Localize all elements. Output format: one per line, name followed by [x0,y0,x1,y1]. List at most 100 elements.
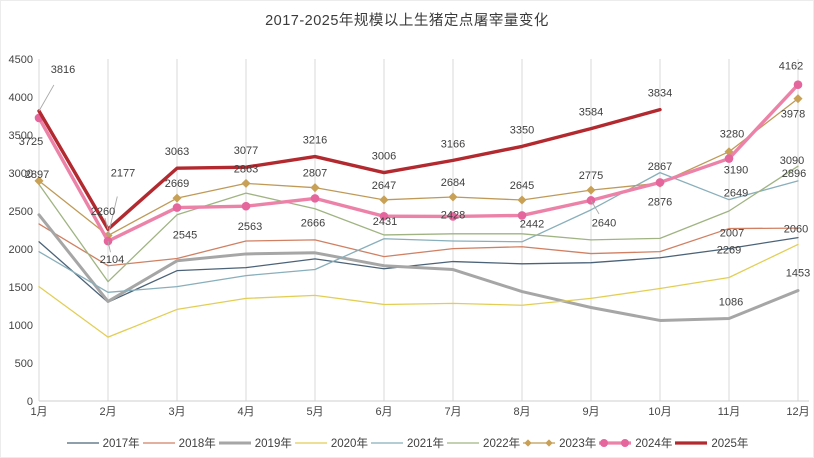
data-label-2024年-1月: 3725 [19,136,43,148]
data-label-2024年-4月: 2563 [238,221,262,233]
marker-circle-2024年-12月 [793,80,803,89]
data-label-2023年-8月: 2645 [510,180,534,192]
series-line-2017年 [38,236,799,303]
series-line-2025年 [37,107,662,231]
y-tick-label: 1000 [9,320,33,332]
x-tick-label: 12月 [786,406,809,418]
data-label-2023年-5月: 2807 [303,168,327,180]
data-label-2025年-10月: 3834 [648,88,672,100]
y-tick-label: 1500 [9,282,33,294]
legend-label-2025年: 2025年 [711,438,749,450]
marker-circle-2024年-5月 [310,194,320,203]
data-label-2023年-12月: 3978 [781,109,805,121]
legend-label-2023年: 2023年 [559,438,597,450]
marker-circle-2024年-6月 [379,211,389,221]
x-tick-label: 8月 [513,406,530,418]
marker-circle-2024年-7月 [448,212,458,221]
y-tick-label: 4500 [9,54,33,66]
x-tick-label: 2月 [99,406,116,418]
legend-label-2024年: 2024年 [635,438,673,450]
legend-item-2023年: 2023年 [522,435,596,451]
legend-label-2019年: 2019年 [254,438,292,450]
legend-item-2018年: 2018年 [142,435,216,451]
y-tick-label: 3000 [9,168,33,180]
data-label-2023年-10月: 2867 [648,161,672,173]
legend-swatch-2018年 [142,442,175,444]
legend-item-2021年: 2021年 [370,435,444,451]
marker-diamond-2023年-8月 [517,195,527,205]
x-tick-label: 1月 [30,406,47,418]
legend-item-2017年: 2017年 [66,435,140,451]
chart-legend: 2017年 2018年 2019年 2020年 2021年 2022年 2023年 2024年… [1,435,813,451]
legend-label-2020年: 2020年 [330,438,368,450]
marker-circle-2024年-4月 [241,201,251,211]
data-label-2023年-3月: 2669 [165,178,189,190]
legend-label-2022年: 2022年 [483,438,521,450]
y-tick-label: 2500 [9,206,33,218]
legend-swatch-2019年 [218,441,251,445]
data-label-2025年-4月: 3077 [234,145,258,157]
marker-circle-2024年-8月 [517,211,527,220]
data-label-2021年-12月: 2896 [782,168,806,180]
data-label-2025年-8月: 3350 [510,124,534,136]
marker-diamond-2023年-4月 [241,178,251,188]
label-leader-2024年-2月 [107,240,111,253]
data-label-2024年-9月: 2640 [592,217,616,229]
data-label-2025年-3月: 3063 [165,146,189,158]
data-label-2023年-7月: 2684 [441,177,465,189]
data-label-2024年-3月: 2545 [173,230,197,242]
data-label-2023年-4月: 2863 [234,163,258,175]
data-label-2025年-6月: 3006 [372,151,396,163]
legend-swatch-2024年 [599,439,632,447]
data-label-2019年-11月: 1086 [719,296,743,308]
data-label-2023年-9月: 2775 [579,170,603,182]
data-label-2018年-11月: 2269 [717,245,741,257]
legend-swatch-2017年 [66,442,99,444]
data-label-2024年-6月: 2431 [373,216,397,228]
x-tick-label: 4月 [237,406,254,418]
series-line-2019年 [37,213,800,322]
x-tick-label: 3月 [168,406,185,418]
data-label-2023年-1月: 2897 [25,169,49,181]
data-label-2024年-7月: 2428 [441,209,465,221]
data-label-2019年-12月: 1453 [786,268,810,280]
y-tick-label: 500 [15,358,33,370]
data-label-2025年-7月: 3166 [441,138,465,150]
chart-title: 2017-2025年规模以上生猪定点屠宰量变化 [265,13,549,29]
label-leader-2025年-2月 [104,217,109,230]
legend-swatch-2023年 [523,439,556,447]
legend-swatch-2020年 [294,442,327,444]
marker-diamond-2023年-3月 [172,193,182,203]
data-label-2025年-1月: 3816 [51,64,75,76]
x-tick-label: 6月 [375,406,392,418]
marker-circle-2024年-11月 [724,154,734,163]
data-label-2024年-11月: 3190 [724,165,748,177]
legend-label-2021年: 2021年 [406,438,445,450]
x-tick-label: 11月 [718,406,740,418]
series-line-2024年 [37,82,800,243]
data-label-2025年-2月: 2260 [91,206,115,218]
legend-swatch-2022年 [447,442,480,444]
series-line-2018年 [38,223,799,267]
data-label-2020年-12月: 2060 [784,223,808,235]
marker-diamond-2023年-6月 [379,195,389,205]
marker-diamond-2023年-5月 [310,183,320,193]
marker-diamond-2023年-9月 [586,185,596,195]
label-leader-2025年-1月 [38,84,55,112]
data-label-2024年-5月: 2666 [301,217,325,229]
series-line-2020年 [38,243,799,338]
data-label-2017年-11月: 2007 [720,227,744,239]
data-label-2023年-2月: 2177 [111,168,135,180]
data-label-2023年-6月: 2647 [372,180,396,192]
marker-diamond-2023年-1月 [34,176,44,186]
label-leader-2023年-2月 [107,196,118,236]
legend-item-2019年: 2019年 [218,435,292,451]
data-label-2025年-5月: 3216 [303,135,327,147]
legend-item-2024年: 2024年 [598,435,672,451]
series-line-2022年 [38,165,799,283]
x-tick-label: 7月 [444,406,461,418]
legend-item-2025年: 2025年 [674,435,748,451]
marker-diamond-2023年-7月 [448,192,458,202]
data-label-2022年-12月: 3090 [780,155,804,167]
legend-label-2018年: 2018年 [178,438,216,450]
